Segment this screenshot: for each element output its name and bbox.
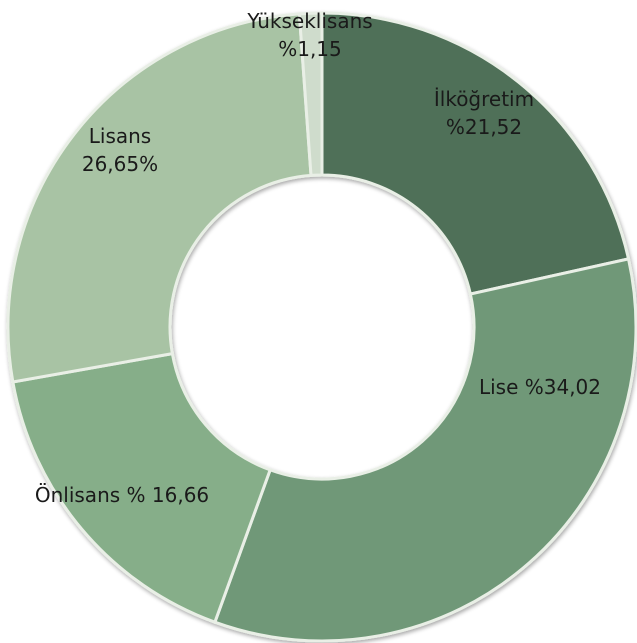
- slice-2: [11, 351, 273, 625]
- slice-label-3: Lisans 26,65%: [82, 124, 158, 176]
- slice-label-2: Önlisans % 16,66: [35, 483, 209, 507]
- labels-group: İlköğretim %21,52 Lise %34,02 Önlisans % 16…: [35, 9, 601, 507]
- slice-label-1: Lise %34,02: [479, 375, 601, 399]
- slice-label-line: %21,52: [446, 115, 522, 139]
- slice-1: [212, 257, 637, 643]
- slice-label-line: İlköğretim: [434, 87, 534, 111]
- slice-label-line: Önlisans % 16,66: [35, 483, 209, 507]
- slice-label-line: Lise %34,02: [479, 375, 601, 399]
- slice-label-line: 26,65%: [82, 152, 158, 176]
- slice-label-line: Yükseklisans: [246, 9, 372, 33]
- slices-group: [6, 11, 637, 643]
- slice-label-0: İlköğretim %21,52: [434, 87, 534, 139]
- slice-label-line: Lisans: [89, 124, 151, 148]
- slice-3: [6, 12, 313, 384]
- slice-4: [297, 11, 324, 178]
- slice-0: [320, 11, 631, 296]
- slice-label-4: Yükseklisans %1,15: [246, 9, 372, 61]
- slice-label-line: %1,15: [278, 37, 342, 61]
